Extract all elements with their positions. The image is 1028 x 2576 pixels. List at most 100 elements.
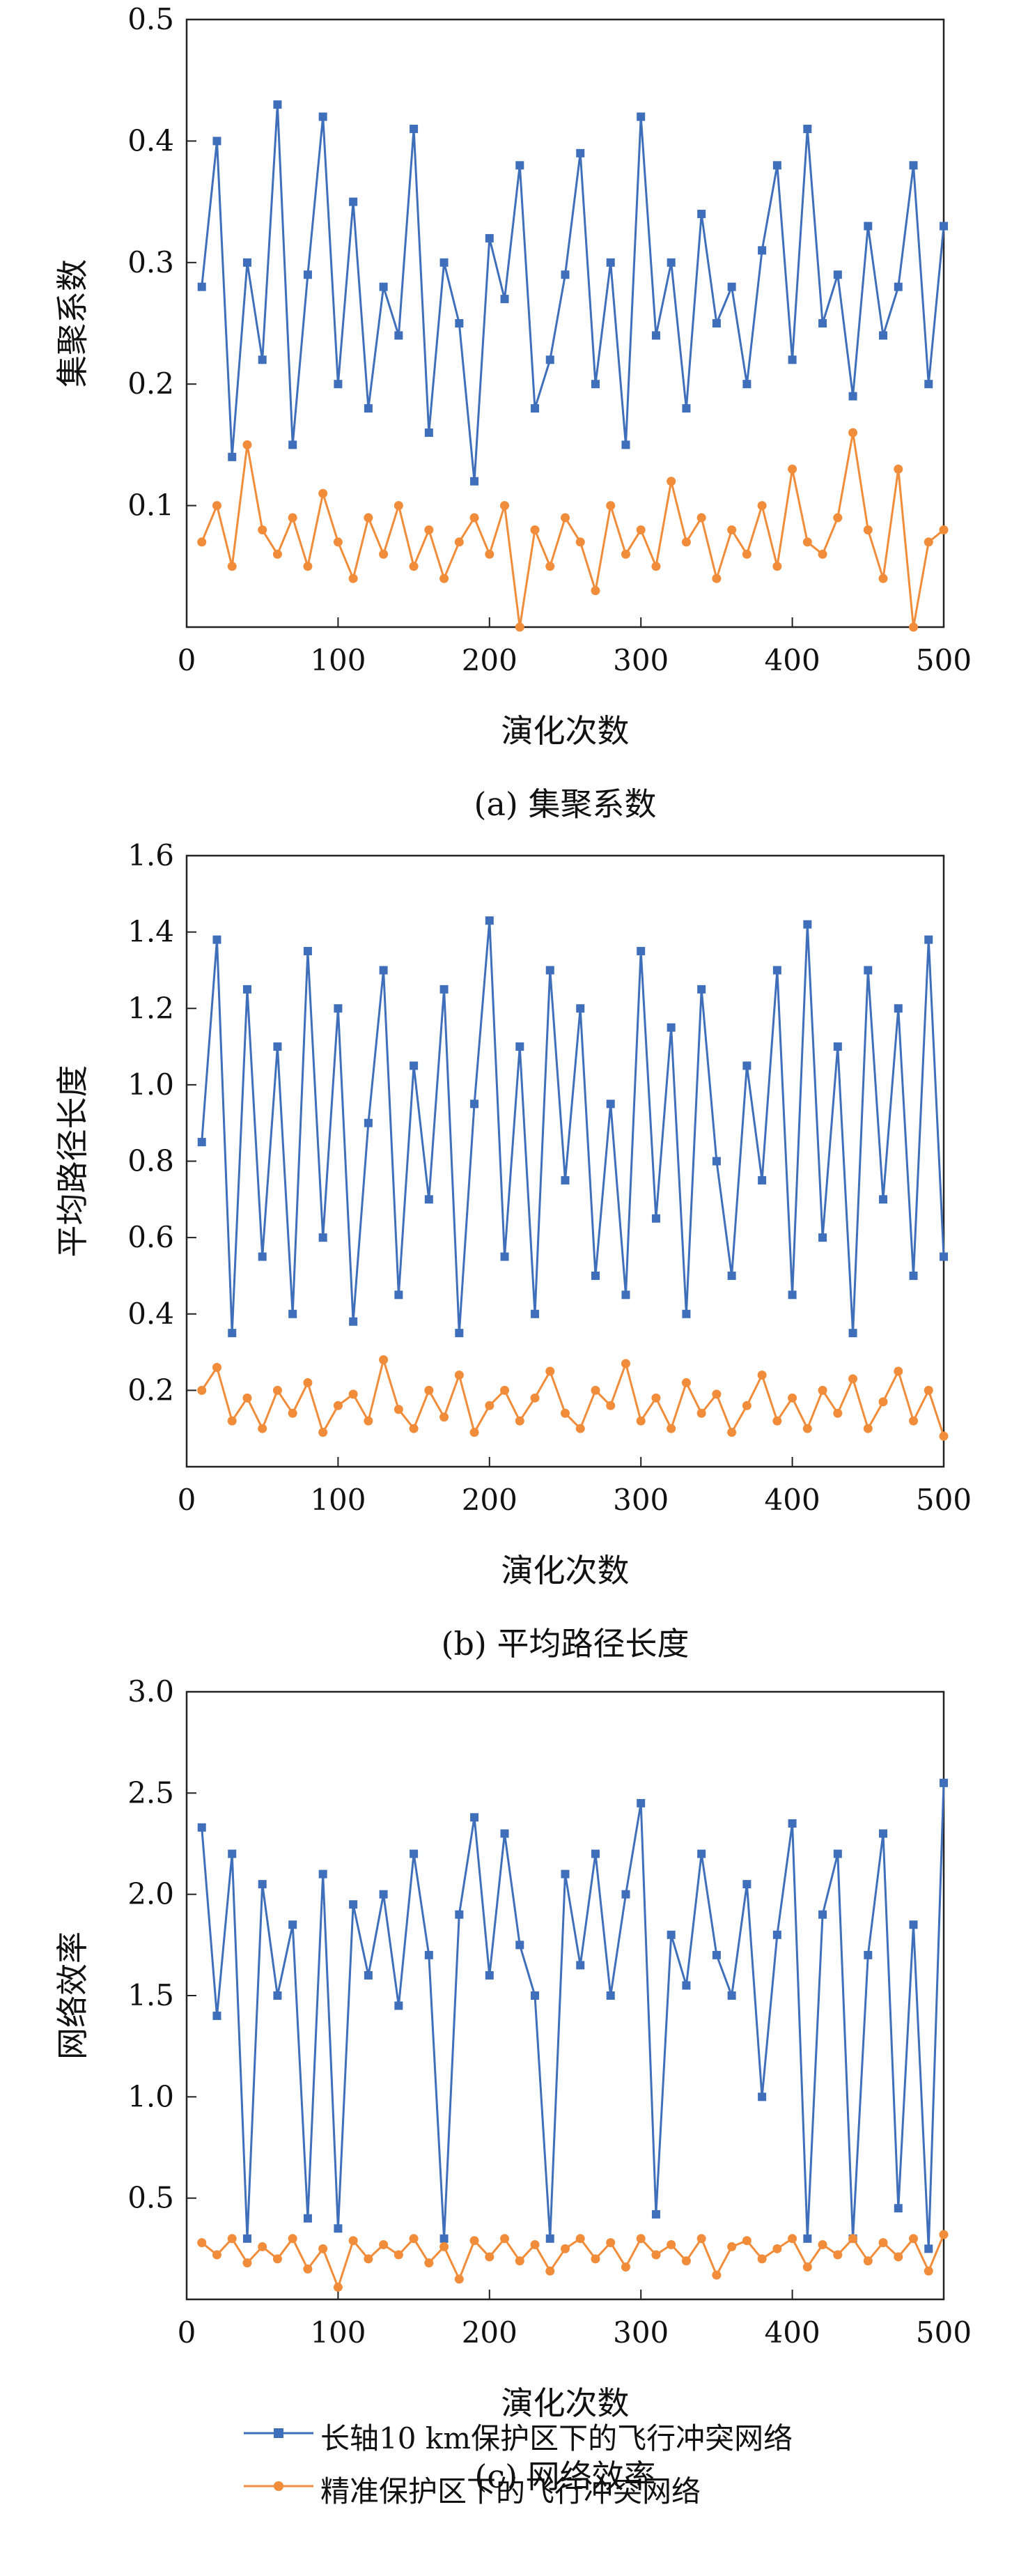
data-point-square — [758, 246, 767, 255]
x-tick-label: 0 — [178, 1483, 196, 1517]
data-point-circle — [258, 525, 267, 534]
chart-caption: (b) 平均路径长度 — [442, 1625, 690, 1663]
data-point-circle — [802, 1424, 812, 1433]
y-tick-label: 2.5 — [127, 1775, 174, 1810]
data-point-circle — [788, 464, 797, 474]
data-point-circle — [667, 1424, 676, 1433]
data-point-square — [455, 319, 464, 327]
data-point-circle — [348, 1389, 358, 1399]
data-point-circle — [742, 2236, 751, 2246]
data-point-square — [410, 1061, 419, 1070]
data-point-circle — [651, 1393, 661, 1403]
data-point-square — [712, 1157, 721, 1166]
data-point-square — [833, 1849, 842, 1858]
data-point-circle — [788, 1393, 797, 1403]
data-point-square — [242, 2234, 251, 2243]
data-point-square — [424, 1950, 433, 1959]
data-point-square — [697, 985, 706, 994]
series-line-blue — [201, 1782, 945, 2250]
data-point-circle — [272, 2254, 282, 2264]
data-point-circle — [212, 1362, 221, 1372]
data-point-circle — [833, 2250, 843, 2260]
data-point-square — [379, 1890, 388, 1899]
data-point-circle — [848, 1374, 858, 1384]
x-axis-title: 演化次数 — [501, 1552, 630, 1589]
data-point-circle — [545, 2266, 555, 2276]
data-point-circle — [591, 1385, 600, 1395]
series-line-orange — [201, 431, 944, 628]
data-point-circle — [757, 2254, 767, 2264]
chart-panel-1: 0 100 200 300 400 500 0.1 0.2 0.3 0.4 0.5 演化次数 集聚系数 (… — [54, 2, 972, 823]
data-point-square — [864, 222, 873, 231]
data-point-circle — [818, 549, 827, 559]
data-point-square — [727, 1991, 736, 2000]
data-point-square — [591, 1849, 600, 1858]
data-point-square — [470, 1813, 479, 1822]
data-point-square — [606, 1991, 615, 2000]
x-tick-label: 200 — [462, 643, 517, 677]
data-point-square — [258, 355, 267, 364]
data-point-circle — [818, 1385, 827, 1395]
data-point-circle — [575, 537, 585, 547]
data-point-square — [788, 1290, 797, 1299]
data-point-circle — [303, 562, 313, 571]
y-axis-title: 集聚系数 — [54, 259, 91, 387]
data-point-square — [439, 2234, 449, 2243]
data-point-circle — [742, 1401, 751, 1410]
x-tick-label: 100 — [310, 2315, 366, 2350]
data-point-square — [349, 1317, 358, 1326]
data-point-square — [818, 319, 827, 327]
data-point-square — [576, 1004, 585, 1013]
data-point-square — [439, 258, 449, 267]
data-point-square — [424, 428, 433, 437]
data-point-square — [697, 210, 706, 219]
data-point-square — [545, 355, 554, 364]
series-blue — [197, 1778, 948, 2253]
data-point-circle — [197, 1385, 207, 1395]
y-tick-label: 0.8 — [127, 1144, 174, 1178]
data-point-square — [924, 935, 933, 944]
data-point-square — [242, 258, 251, 267]
data-point-circle — [333, 1401, 343, 1410]
data-point-square — [500, 1829, 509, 1838]
data-point-circle — [863, 1424, 873, 1433]
data-point-circle — [757, 501, 767, 511]
legend: 长轴10 km保护区下的飞行冲突网络 精准保护区下的飞行冲突网络 — [244, 2412, 1010, 2518]
data-point-circle — [530, 1393, 540, 1403]
data-point-square — [318, 1233, 327, 1242]
data-point-circle — [727, 2242, 737, 2251]
data-point-square — [545, 2234, 554, 2243]
data-point-circle — [939, 1431, 949, 1441]
data-point-circle — [878, 1397, 888, 1407]
x-tick-label: 0 — [178, 643, 196, 677]
data-point-square — [379, 282, 388, 291]
data-point-circle — [197, 537, 207, 547]
data-point-square — [742, 1880, 751, 1889]
data-point-circle — [454, 537, 464, 547]
data-point-circle — [197, 2238, 207, 2248]
data-point-square — [334, 1004, 343, 1013]
data-point-square — [561, 1175, 570, 1185]
data-point-square — [470, 477, 479, 486]
data-point-square — [803, 124, 812, 133]
y-axis-title: 网络效率 — [54, 1931, 91, 2060]
data-point-circle — [863, 525, 873, 534]
data-point-circle — [833, 513, 843, 523]
data-point-circle — [894, 464, 903, 474]
data-point-square — [637, 1798, 646, 1807]
data-point-square — [742, 380, 751, 389]
data-point-square — [667, 258, 676, 267]
legend-item-series1: 长轴10 km保护区下的飞行冲突网络 — [244, 2412, 1010, 2465]
data-point-circle — [439, 2242, 449, 2251]
chart-caption: (a) 集聚系数 — [474, 785, 657, 823]
data-point-circle — [545, 1366, 555, 1376]
data-point-square — [258, 1880, 267, 1889]
data-point-square — [606, 1100, 615, 1109]
data-point-circle — [212, 501, 221, 511]
data-point-square — [651, 331, 660, 340]
data-point-circle — [227, 562, 237, 571]
data-point-square — [758, 2092, 767, 2101]
data-point-square — [364, 404, 373, 413]
data-point-circle — [863, 2256, 873, 2266]
